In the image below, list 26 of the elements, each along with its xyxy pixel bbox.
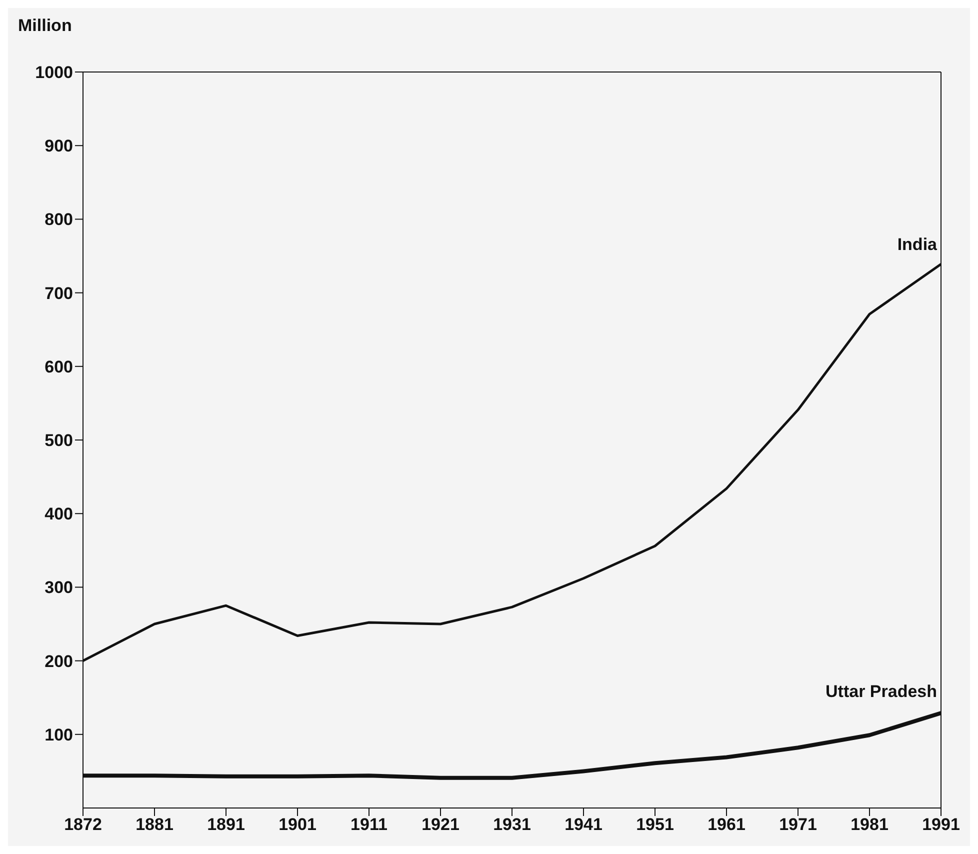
y-tick-label: 100 <box>44 725 73 744</box>
x-tick-label: 1991 <box>922 815 960 834</box>
x-tick-label: 1921 <box>422 815 460 834</box>
x-tick-label: 1901 <box>278 815 316 834</box>
y-tick-label: 400 <box>44 504 73 524</box>
series-label: Uttar Pradesh <box>826 682 937 702</box>
x-tick-label: 1961 <box>708 815 746 834</box>
x-tick-label: 1931 <box>493 815 531 834</box>
x-tick-label: 1941 <box>564 815 602 834</box>
x-tick-label: 1981 <box>850 815 888 834</box>
series-label: India <box>897 235 938 254</box>
y-tick-label: 700 <box>44 284 73 303</box>
y-tick-label: 300 <box>44 578 73 598</box>
x-tick-label: 1911 <box>350 815 388 834</box>
y-tick-label: 600 <box>44 357 73 376</box>
x-tick-label: 1872 <box>64 815 102 834</box>
y-tick-label: 900 <box>44 136 73 156</box>
x-tick-label: 1881 <box>136 815 174 834</box>
x-tick-label: 1891 <box>207 815 245 834</box>
y-tick-label: 500 <box>44 431 73 450</box>
y-tick-label: 800 <box>44 210 73 230</box>
x-tick-label: 1971 <box>779 815 817 834</box>
y-tick-label: 1000 <box>35 63 73 82</box>
x-tick-label: 1951 <box>636 815 674 834</box>
y-tick-label: 200 <box>44 652 73 671</box>
y-axis-title: Million <box>18 16 72 36</box>
